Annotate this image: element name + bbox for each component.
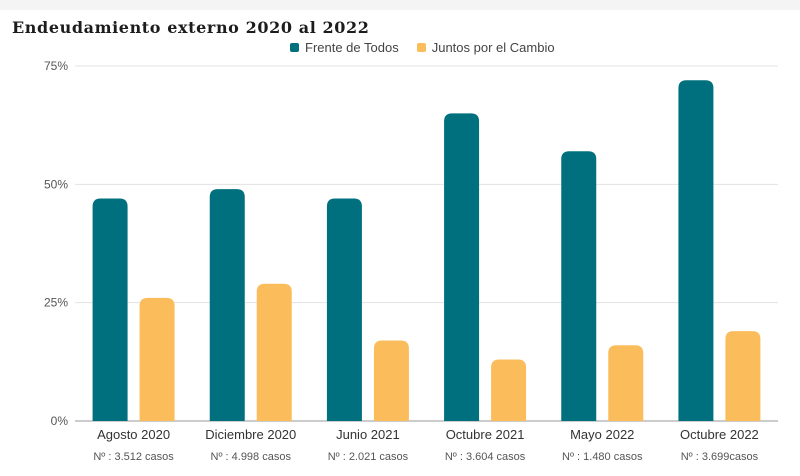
chart-legend: Frente de Todos Juntos por el Cambio [290, 40, 573, 55]
x-tick-label: Junio 2021 [336, 427, 400, 442]
bar-juntos-por-el-cambio [139, 297, 175, 421]
legend-label-juntos-por-el-cambio: Juntos por el Cambio [431, 40, 555, 55]
legend-item-frente-de-todos[interactable]: Frente de Todos [290, 40, 399, 55]
bar-juntos-por-el-cambio [725, 331, 761, 421]
chart-title: Endeudamiento externo 2020 al 2022 [12, 18, 370, 37]
legend-item-juntos-por-el-cambio[interactable]: Juntos por el Cambio [416, 40, 555, 55]
bar-frente-de-todos [561, 151, 597, 421]
sample-size-label: Nº : 4.998 casos [211, 451, 292, 463]
y-tick-label: 50% [44, 177, 68, 191]
sample-size-label: Nº : 1.480 casos [562, 451, 643, 463]
sample-size-label: Nº : 3.604 casos [445, 451, 526, 463]
bar-frente-de-todos [444, 113, 480, 421]
bar-frente-de-todos [209, 189, 245, 421]
x-tick-label: Mayo 2022 [570, 427, 634, 442]
x-tick-label: Diciembre 2020 [205, 427, 296, 442]
bar-frente-de-todos [92, 198, 128, 421]
sample-size-label: Nº : 2.021 casos [328, 451, 409, 463]
legend-label-frente-de-todos: Frente de Todos [305, 40, 399, 55]
bar-juntos-por-el-cambio [373, 340, 409, 421]
x-tick-label: Octubre 2022 [680, 427, 759, 442]
bar-juntos-por-el-cambio [608, 345, 644, 421]
bar-juntos-por-el-cambio [491, 359, 527, 421]
legend-swatch-juntos-por-el-cambio [416, 43, 426, 52]
x-tick-label: Agosto 2020 [97, 427, 170, 442]
x-tick-label: Octubre 2021 [446, 427, 525, 442]
top-strip [0, 0, 800, 10]
y-tick-label: 25% [44, 296, 68, 310]
bar-frente-de-todos [326, 198, 362, 421]
legend-swatch-frente-de-todos [290, 43, 299, 52]
bar-juntos-por-el-cambio [256, 283, 292, 421]
y-tick-label: 0% [51, 414, 69, 428]
sample-size-label: Nº : 3.512 casos [93, 451, 174, 463]
sample-size-label: Nº : 3.699casos [681, 451, 759, 463]
y-tick-label: 75% [44, 59, 68, 73]
bar-frente-de-todos [678, 80, 714, 421]
